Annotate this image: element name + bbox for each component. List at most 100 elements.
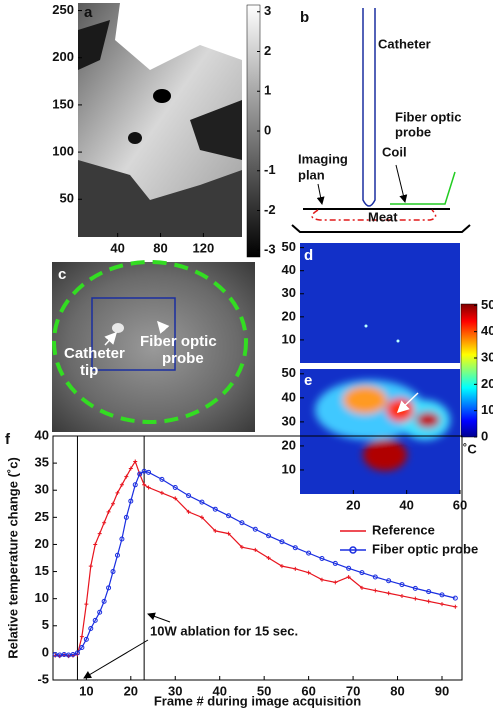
- y-tick-label: 30: [35, 482, 49, 497]
- point: [279, 564, 284, 569]
- y-tick-label: 40: [35, 427, 49, 442]
- point: [452, 595, 458, 601]
- panel-label: d: [304, 247, 313, 264]
- x-tick-label: 50: [257, 683, 271, 698]
- x-tick-label: 60: [301, 683, 315, 698]
- point: [359, 585, 364, 590]
- point: [61, 652, 67, 658]
- x-tick-label: 40: [399, 497, 413, 512]
- point: [79, 634, 84, 639]
- point: [266, 556, 271, 560]
- colorbar: [460, 303, 478, 438]
- setup-diagram: [291, 8, 471, 233]
- point: [413, 596, 418, 601]
- colorbar-label: -2: [264, 202, 276, 217]
- label-meat: Meat: [368, 209, 398, 224]
- point: [306, 570, 311, 575]
- x-tick-label: 30: [168, 683, 182, 698]
- point: [106, 509, 111, 514]
- y-tick-label: 100: [52, 144, 74, 159]
- legend-marker: [349, 546, 357, 554]
- y-tick-label: 250: [52, 2, 74, 17]
- colorbar-label: 3: [264, 3, 271, 18]
- point: [226, 531, 231, 536]
- y-tick-label: 5: [42, 617, 49, 632]
- point: [123, 514, 129, 520]
- point: [439, 602, 444, 607]
- label-catheter: Catheter: [378, 36, 431, 51]
- point: [173, 496, 178, 501]
- point: [111, 501, 116, 506]
- point: [412, 585, 418, 591]
- colorbar-label: 0: [481, 428, 488, 443]
- y-tick-label: 50: [60, 191, 74, 206]
- y-tick-label: 10: [282, 461, 296, 476]
- point: [93, 542, 98, 547]
- x-tick-label: 80: [153, 240, 167, 255]
- point: [359, 570, 365, 576]
- point: [92, 617, 98, 623]
- point: [186, 509, 191, 514]
- y-tick-label: 35: [35, 455, 49, 470]
- y-tick-label: 40: [282, 389, 296, 404]
- y-tick-label: 200: [52, 49, 74, 64]
- x-tick-label: 80: [390, 683, 404, 698]
- point: [57, 652, 63, 658]
- y-tick-label: 20: [282, 437, 296, 452]
- y-tick-label: 50: [282, 365, 296, 380]
- point: [133, 459, 138, 464]
- label-probe: probe: [395, 124, 431, 139]
- point: [119, 482, 124, 487]
- point: [115, 490, 120, 495]
- y-tick-label: 15: [35, 563, 49, 578]
- point: [88, 564, 93, 569]
- label-catheter-tip: Catheter: [64, 345, 125, 362]
- point: [74, 650, 80, 656]
- point: [213, 528, 218, 533]
- colorbar-label: 0: [264, 122, 271, 137]
- point: [106, 585, 112, 591]
- x-tick-label: 20: [346, 497, 360, 512]
- x-tick-label: 40: [110, 240, 124, 255]
- point: [142, 482, 147, 487]
- y-tick-label: 20: [282, 308, 296, 323]
- point: [426, 589, 432, 595]
- colorbar-label: 1: [264, 83, 271, 98]
- point: [372, 574, 378, 580]
- x-axis-label: Frame # during image acquisition: [154, 693, 361, 708]
- point: [110, 569, 116, 575]
- panel-label: a: [84, 4, 93, 21]
- point: [79, 644, 85, 650]
- panel-label: f: [5, 431, 11, 448]
- y-tick-label: 30: [282, 413, 296, 428]
- colorbar-label: 10: [481, 402, 493, 417]
- colorbar-label: 50: [481, 297, 493, 312]
- point: [399, 593, 404, 598]
- label-catheter-tip: tip: [80, 362, 98, 379]
- point: [426, 599, 431, 604]
- colorbar-label: -1: [264, 162, 276, 177]
- arrow: [147, 612, 171, 623]
- point: [386, 578, 392, 584]
- panel-label: e: [304, 372, 312, 389]
- point: [159, 476, 165, 482]
- colorbar-label: 20: [481, 376, 493, 391]
- point: [84, 602, 89, 607]
- legend-label: Reference: [372, 522, 435, 537]
- point: [128, 466, 133, 471]
- point: [199, 515, 204, 520]
- y-tick-label: 150: [52, 96, 74, 111]
- point: [146, 469, 152, 475]
- series-line: [55, 470, 456, 656]
- plot-area: [52, 435, 463, 681]
- point: [128, 498, 134, 504]
- heatmap-image: [300, 369, 460, 494]
- point: [266, 533, 272, 539]
- phase-image: [78, 3, 242, 237]
- point: [114, 552, 120, 558]
- point: [159, 490, 164, 495]
- point: [439, 592, 445, 598]
- y-tick-label: 10: [282, 331, 296, 346]
- x-tick-label: 70: [346, 683, 360, 698]
- point: [101, 598, 107, 604]
